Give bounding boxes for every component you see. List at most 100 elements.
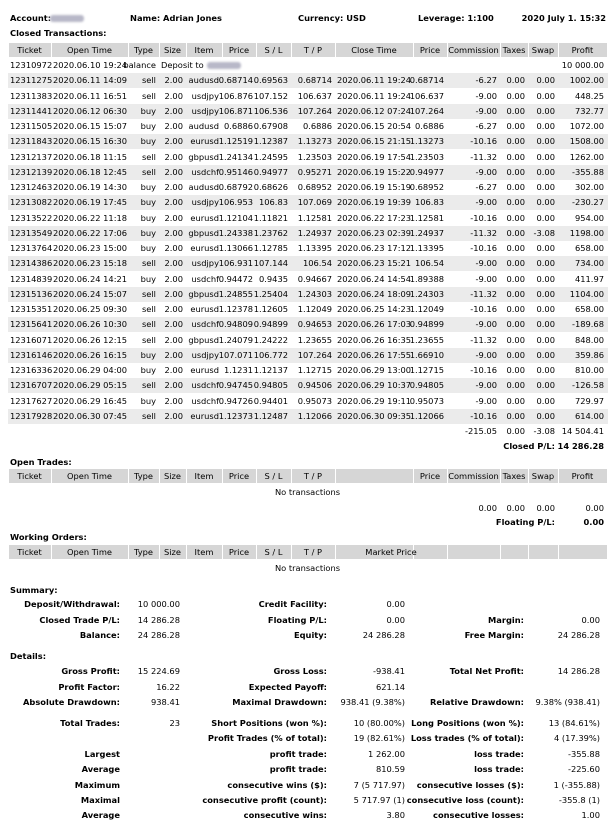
field-value: 24 286.28	[557, 630, 600, 640]
field-value: 4 (17.39%)	[553, 733, 600, 743]
table-cell: 107.152	[253, 90, 288, 101]
table-cell: 12313522	[10, 212, 53, 223]
table-cell: 0.00	[506, 105, 525, 116]
table-cell: -189.68	[571, 319, 604, 330]
header-cell-bg	[257, 469, 291, 483]
table-cell: 0.94506	[297, 380, 332, 391]
field-label: consecutive losses ($):	[416, 780, 524, 790]
field-label: Maximal	[80, 795, 120, 805]
column-header: Taxes	[502, 471, 526, 481]
field-label: Closed Trade P/L:	[39, 615, 120, 625]
table-cell: 0.00	[536, 243, 555, 253]
field-label: consecutive profit (count):	[202, 795, 327, 805]
table-cell: audusd	[188, 75, 219, 86]
table-cell: 2020.06.19 17:54	[337, 151, 412, 162]
table-cell: 1.12715	[297, 365, 332, 375]
table-cell: usdjpy	[191, 197, 219, 208]
field-label: Relative Drawdown:	[430, 697, 524, 707]
table-cell: -9.00	[475, 380, 497, 391]
field-label: Total Trades:	[60, 718, 120, 728]
table-cell: 106.54	[302, 258, 332, 269]
table-cell: 2.00	[164, 136, 183, 147]
table-cell: 1.13273	[409, 136, 444, 147]
table-cell: -11.32	[470, 334, 497, 345]
header-cell-bg	[448, 43, 500, 57]
header-cell-bg	[501, 43, 528, 57]
table-cell: -6.27	[475, 75, 497, 86]
table-cell: 1.25404	[253, 288, 288, 299]
header-cell-bg	[529, 469, 558, 483]
table-cell: usdjpy	[191, 105, 219, 116]
total-cell: -3.08	[533, 426, 555, 436]
table-cell: 0.94401	[253, 395, 288, 406]
field-label: Maximum	[74, 780, 120, 790]
table-cell: sell	[141, 319, 156, 330]
table-cell: 2020.06.19 15:22	[337, 166, 412, 177]
table-cell: 107.264	[297, 105, 332, 116]
table-cell: 0.94805	[253, 380, 288, 391]
table-cell: 1.13395	[297, 243, 332, 253]
table-cell: 2020.06.18 11:15	[53, 151, 128, 162]
table-cell: 0.00	[536, 395, 555, 406]
field-label: Absolute Drawdown:	[22, 697, 120, 707]
table-cell: -11.32	[470, 151, 497, 162]
header-cell-bg	[187, 43, 222, 57]
empty-note: No transactions	[274, 563, 341, 573]
table-cell: 658.00	[574, 304, 604, 314]
column-header: Size	[163, 45, 182, 55]
total-cell: 0.00	[506, 503, 525, 513]
field-label: Gross Profit:	[61, 666, 120, 676]
table-cell: 2020.06.10 19:24	[53, 60, 128, 70]
field-value: 16.22	[156, 682, 180, 692]
field-label: Short Positions (won %):	[211, 718, 327, 728]
field-value: 1 262.00	[368, 749, 405, 759]
row-stripe	[8, 195, 608, 211]
table-cell: 2020.06.19 17:45	[53, 197, 128, 208]
table-cell: 1198.00	[569, 227, 604, 238]
field-value: 3.80	[386, 810, 405, 820]
table-cell: 954.00	[574, 212, 604, 223]
total-cell: 0.00	[506, 426, 525, 436]
pl-label: Floating P/L:	[495, 517, 555, 527]
table-cell: 0.00	[506, 197, 525, 208]
table-cell: 2020.06.26 17:03	[337, 319, 412, 330]
header-cell-bg	[9, 545, 51, 559]
table-cell: 106.54	[414, 258, 444, 269]
table-cell: 0.00	[506, 75, 525, 86]
table-cell: 2.00	[164, 365, 183, 375]
table-cell: 1.13273	[297, 136, 332, 147]
table-cell: -6.27	[475, 121, 497, 131]
table-cell: 12311505	[10, 121, 53, 131]
table-cell: 1.12066	[297, 410, 332, 421]
pl-label: Closed P/L:	[503, 441, 555, 451]
column-header: Item	[194, 471, 214, 481]
column-header: Open Time	[66, 471, 113, 481]
account-name: Name: Adrian Jones	[130, 13, 222, 23]
table-cell: 2020.06.23 17:12	[337, 243, 412, 253]
table-cell: 0.6886	[223, 121, 253, 131]
table-cell: 2020.06.23 15:18	[53, 258, 128, 269]
table-cell: 106.637	[297, 90, 332, 101]
table-cell: 2020.06.12 06:30	[53, 105, 128, 116]
column-header: Profit	[571, 471, 594, 481]
table-cell: 12315351	[10, 304, 53, 314]
column-header: Market Price	[365, 547, 417, 557]
table-cell: 12317928	[10, 410, 53, 421]
table-cell: 1.12137	[253, 365, 288, 375]
table-cell: -9.00	[475, 258, 497, 269]
table-cell: -9.00	[475, 273, 497, 284]
field-value: 14 286.28	[137, 615, 180, 625]
table-cell: 2020.06.24 14:21	[53, 273, 128, 284]
table-cell: eurusd	[190, 365, 219, 375]
table-cell: eurusd	[190, 304, 219, 314]
table-cell: 1.24134	[218, 151, 253, 162]
table-cell: -355.88	[571, 166, 604, 177]
table-cell: usdjpy	[191, 349, 219, 360]
table-cell: 2.00	[164, 121, 183, 131]
table-cell: 1.24937	[297, 227, 332, 238]
column-header: Price	[228, 471, 250, 481]
header-cell-bg	[529, 43, 558, 57]
header-cell-bg	[223, 43, 256, 57]
table-cell: audusd	[188, 121, 219, 131]
table-cell: 0.00	[506, 380, 525, 391]
